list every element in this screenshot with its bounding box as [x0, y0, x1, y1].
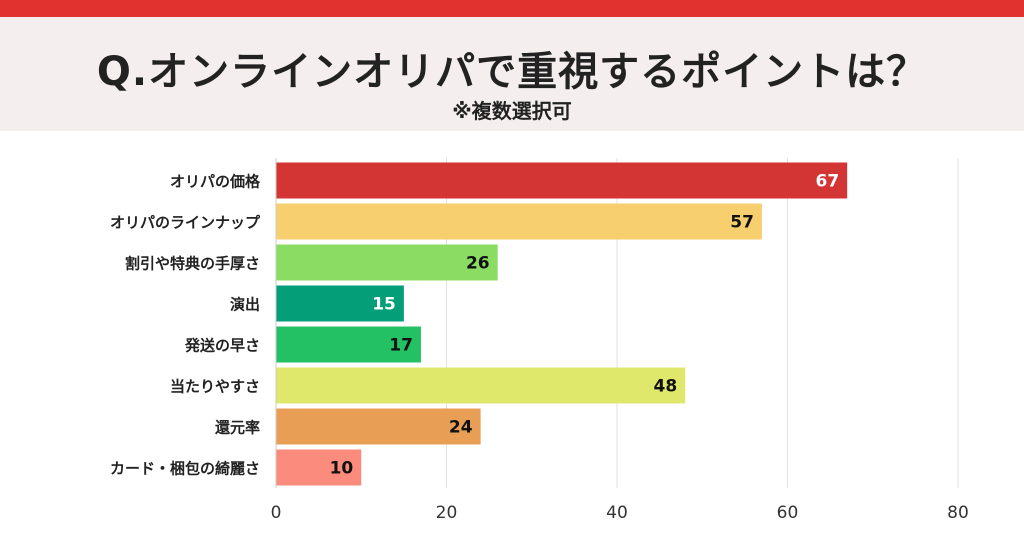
category-label: オリパのラインナップ — [110, 214, 261, 232]
header-panel: Q.オンラインオリパで重視するポイントは？ ※複数選択可 — [0, 17, 1024, 131]
x-tick-label: 20 — [436, 503, 458, 523]
category-label: 発送の早さ — [184, 337, 260, 355]
bar — [276, 162, 848, 199]
data-label: 57 — [730, 213, 754, 233]
category-label: 当たりやすさ — [170, 378, 260, 396]
data-label: 15 — [372, 295, 396, 315]
chart-title: Q.オンラインオリパで重視するポイントは？ — [96, 49, 928, 95]
bar — [276, 326, 421, 363]
category-label: カード・梱包の綺麗さ — [110, 460, 260, 478]
data-label: 17 — [389, 336, 413, 356]
chart-subtitle: ※複数選択可 — [452, 99, 572, 123]
data-label: 24 — [449, 418, 473, 438]
data-label: 48 — [654, 377, 678, 397]
bar — [276, 244, 498, 281]
category-label: 還元率 — [215, 419, 260, 437]
category-label: 割引や特典の手厚さ — [125, 255, 260, 273]
top-accent-bar — [0, 0, 1024, 17]
x-tick-label: 80 — [947, 503, 969, 523]
x-tick-label: 40 — [606, 503, 628, 523]
category-label: オリパの価格 — [170, 173, 261, 191]
category-label: 演出 — [230, 296, 260, 314]
data-label: 26 — [466, 254, 490, 274]
bar — [276, 449, 362, 486]
bar — [276, 367, 686, 404]
bar-chart: 0 20 40 60 80 オリパの価格 67 オリパのラインナップ 57 割引や特典の手厚さ 26… — [110, 158, 969, 523]
data-label: 67 — [816, 172, 840, 192]
bar — [276, 408, 481, 445]
data-label: 10 — [330, 459, 354, 479]
bar — [276, 285, 404, 322]
bar — [276, 203, 762, 240]
x-tick-label: 0 — [271, 503, 282, 523]
x-tick-label: 60 — [777, 503, 799, 523]
